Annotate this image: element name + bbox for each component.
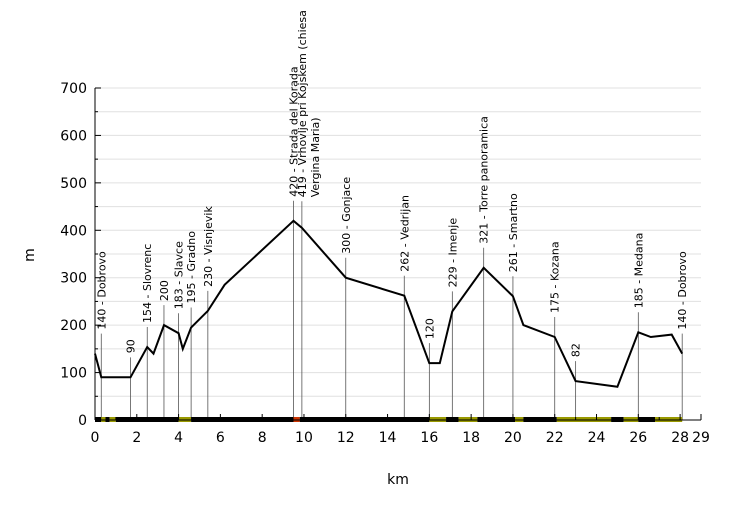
x-tick-label: 20 bbox=[504, 430, 522, 446]
x-tick-label: 22 bbox=[546, 430, 564, 446]
x-tick-label: 4 bbox=[174, 430, 183, 446]
waypoint-label-continued: Vergina Maria) bbox=[309, 117, 322, 197]
y-tick-label: 0 bbox=[78, 413, 87, 429]
waypoint-label: 261 - Smartno bbox=[507, 193, 520, 272]
waypoint-label: 262 - Vedrijan bbox=[398, 195, 411, 272]
waypoint-label: 230 - Visnjevik bbox=[202, 206, 215, 287]
x-axis-label: km bbox=[387, 472, 409, 488]
waypoint-label: 183 - Slavce bbox=[173, 241, 186, 309]
waypoint-label: 321 - Torre panoramica bbox=[478, 116, 491, 244]
waypoint-label: 300 - Gonjace bbox=[340, 177, 353, 254]
x-tick-label: 18 bbox=[462, 430, 480, 446]
x-tick-label: 0 bbox=[91, 430, 100, 446]
waypoint-label: 90 bbox=[125, 339, 138, 353]
elevation-line bbox=[94, 219, 684, 388]
waypoint-label: 185 - Medana bbox=[632, 233, 645, 309]
waypoint-label: 195 - Gradno bbox=[185, 231, 198, 304]
y-tick-label: 500 bbox=[60, 176, 87, 192]
x-tick-label: 29 bbox=[692, 430, 710, 446]
y-axis-label: m bbox=[22, 248, 38, 262]
y-tick-label: 200 bbox=[60, 318, 87, 334]
waypoint-label: 175 - Kozana bbox=[549, 241, 562, 313]
x-tick-label: 14 bbox=[379, 430, 397, 446]
x-tick-label: 16 bbox=[420, 430, 438, 446]
y-tick-label: 400 bbox=[60, 223, 87, 239]
waypoint-markers bbox=[100, 200, 683, 420]
x-tick-label: 24 bbox=[588, 430, 606, 446]
x-tick-label: 28 bbox=[671, 430, 689, 446]
waypoint-label: 154 - Slovrenc bbox=[141, 244, 154, 323]
y-tick-label: 600 bbox=[60, 128, 87, 144]
waypoint-label: 140 - Dobrovo bbox=[95, 251, 108, 330]
waypoint-label: 200 bbox=[158, 280, 171, 301]
waypoint-label: 82 bbox=[570, 343, 583, 357]
x-tick-label: 8 bbox=[258, 430, 267, 446]
elevation-line-layer bbox=[94, 219, 684, 388]
x-tick-label: 2 bbox=[132, 430, 141, 446]
y-tick-label: 300 bbox=[60, 271, 87, 287]
waypoint-label: 140 - Dobrovo bbox=[676, 251, 689, 330]
annotation-labels: 140 - Dobrovo 90 154 - Slovrenc 200 183 - Sl… bbox=[95, 10, 689, 357]
waypoint-label: 419 - Vrhovlje pri Kojskem (chiesa bbox=[296, 10, 309, 197]
x-tick-label: 6 bbox=[216, 430, 225, 446]
x-tick-label: 26 bbox=[629, 430, 647, 446]
x-tick-label: 10 bbox=[295, 430, 313, 446]
waypoint-label: 229 - Imenje bbox=[446, 218, 459, 288]
grid bbox=[95, 87, 701, 421]
y-tick-label: 700 bbox=[60, 81, 87, 97]
axes bbox=[94, 87, 702, 421]
waypoint-label: 420 - Strada del Korada bbox=[288, 66, 301, 196]
y-tick-label: 100 bbox=[60, 366, 87, 382]
x-tick-label: 12 bbox=[337, 430, 355, 446]
waypoint-label: 120 bbox=[423, 318, 436, 339]
